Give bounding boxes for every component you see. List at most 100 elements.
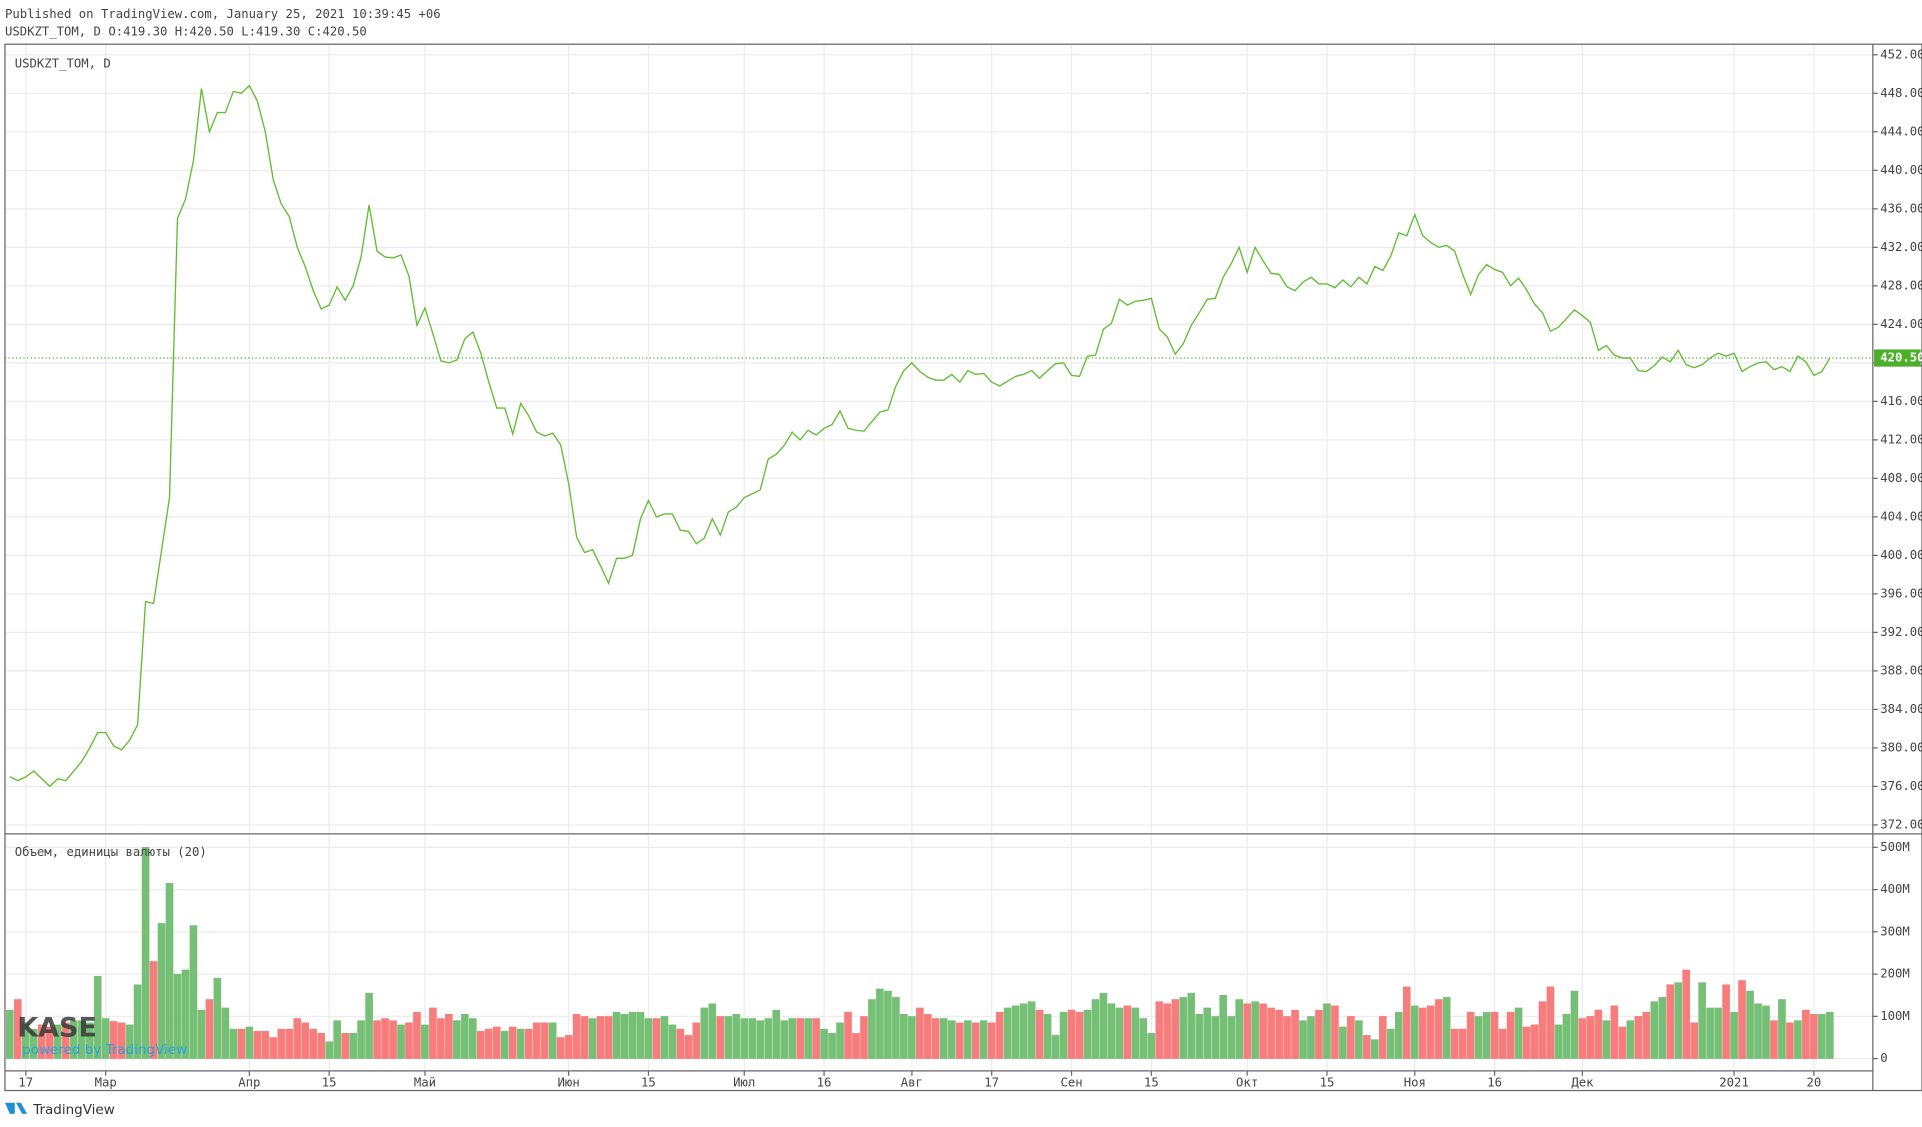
volume-bar xyxy=(612,1011,621,1059)
volume-bar xyxy=(932,1018,940,1059)
volume-bar xyxy=(1738,980,1746,1059)
brand[interactable]: TradingView xyxy=(32,1102,115,1118)
volume-bar xyxy=(421,1024,429,1059)
volume-bar xyxy=(1658,997,1667,1059)
volume-bar xyxy=(437,1018,445,1059)
volume-bar xyxy=(1562,1014,1571,1059)
volume-bar xyxy=(987,1022,996,1059)
volume-bar xyxy=(876,988,884,1059)
volume-bar xyxy=(1227,1016,1235,1059)
volume-bar xyxy=(1187,992,1196,1059)
volume-bar xyxy=(548,1022,557,1059)
volume-bar xyxy=(939,1018,948,1059)
x-tick-label: Июн xyxy=(558,1076,580,1090)
volume-bar xyxy=(740,1018,749,1059)
volume-bar xyxy=(245,1026,254,1059)
volume-bar xyxy=(333,1020,341,1059)
volume-bar xyxy=(1474,1016,1483,1059)
volume-bar xyxy=(117,1022,126,1059)
volume-bar xyxy=(572,1014,581,1059)
y-tick-label: 200M xyxy=(1880,967,1910,981)
volume-bar xyxy=(397,1024,405,1059)
mark-layer xyxy=(4,84,1873,1059)
y-tick-label: 380.00 xyxy=(1880,740,1922,754)
volume-bar xyxy=(69,1020,78,1059)
volume-bar xyxy=(692,1022,701,1059)
volume-bar xyxy=(1163,1003,1172,1059)
volume-bar xyxy=(604,1016,613,1059)
y-tick-label: 372.00 xyxy=(1880,817,1922,831)
volume-bar xyxy=(1067,1009,1076,1059)
volume-bar xyxy=(1730,1011,1738,1059)
volume-bar xyxy=(804,1018,812,1059)
volume-bar xyxy=(908,1016,916,1059)
volume-bar xyxy=(1578,1018,1587,1059)
volume-bar xyxy=(828,1033,836,1059)
x-tick-label: 15 xyxy=(322,1076,337,1090)
volume-bar xyxy=(532,1022,541,1059)
x-tick-label: 16 xyxy=(1487,1076,1502,1090)
y-tick-label: 432.00 xyxy=(1880,240,1922,254)
volume-bar xyxy=(1690,1022,1698,1059)
volume-bar xyxy=(916,1007,924,1059)
watermark-caption: powered by TradingView xyxy=(22,1042,187,1058)
volume-bar xyxy=(341,1033,349,1059)
volume-bar xyxy=(453,1020,461,1059)
volume-bar xyxy=(955,1022,964,1059)
volume-bar xyxy=(253,1030,262,1059)
watermark-logo: KASE xyxy=(17,1013,97,1044)
volume-bar xyxy=(205,999,214,1059)
published-line: Published on TradingView.com, January 25… xyxy=(5,7,441,21)
y-tick-label: 376.00 xyxy=(1880,779,1922,793)
volume-bar xyxy=(852,1033,860,1059)
volume-bar xyxy=(1778,999,1786,1059)
volume-bar xyxy=(796,1018,804,1059)
y-tick-label: 392.00 xyxy=(1880,625,1922,639)
volume-bar xyxy=(141,847,150,1059)
volume-bar xyxy=(1123,1005,1132,1059)
y-tick-label: 416.00 xyxy=(1880,394,1922,408)
volume-bar xyxy=(381,1018,389,1059)
volume-bar xyxy=(1674,982,1682,1059)
volume-bar xyxy=(1682,969,1690,1059)
y-tick-label: 452.00 xyxy=(1880,47,1922,61)
volume-bar xyxy=(1554,1024,1563,1059)
volume-bar xyxy=(900,1014,908,1059)
volume-bar xyxy=(1235,999,1243,1059)
volume-bar xyxy=(556,1037,565,1059)
y-tick-label: 384.00 xyxy=(1880,702,1922,716)
volume-bar xyxy=(700,1007,709,1059)
volume-bar xyxy=(469,1018,477,1059)
volume-bar xyxy=(1251,1001,1259,1059)
y-tick-label: 424.00 xyxy=(1880,317,1922,331)
volume-bar xyxy=(644,1018,653,1059)
volume-bar xyxy=(500,1030,509,1059)
volume-bar xyxy=(317,1033,325,1059)
volume-bar xyxy=(165,883,174,1059)
x-tick-label: 17 xyxy=(18,1076,33,1090)
volume-bar xyxy=(1722,984,1730,1059)
price-line xyxy=(9,84,1831,788)
volume-bar xyxy=(1083,1009,1092,1059)
volume-bar xyxy=(947,1020,956,1059)
volume-bar xyxy=(492,1026,501,1059)
x-tick-label: Ноя xyxy=(1404,1076,1426,1090)
volume-bar xyxy=(133,984,142,1059)
volume-bar xyxy=(1115,1007,1124,1059)
volume-bar xyxy=(1155,1001,1164,1059)
volume-bar xyxy=(277,1028,286,1059)
volume-bar xyxy=(365,992,373,1059)
volume-bar xyxy=(269,1037,278,1059)
volume-bar xyxy=(1259,1003,1267,1059)
volume-bar xyxy=(1394,1011,1403,1059)
volume-bar xyxy=(636,1011,645,1059)
volume-bar xyxy=(1315,1009,1323,1059)
volume-bar xyxy=(1818,1014,1826,1059)
volume-bar xyxy=(1826,1011,1834,1059)
volume-bar xyxy=(1243,1003,1251,1059)
volume-bar xyxy=(1003,1007,1012,1059)
volume-bar xyxy=(684,1035,693,1059)
x-tick-label: 15 xyxy=(641,1076,656,1090)
volume-bar xyxy=(173,973,182,1059)
